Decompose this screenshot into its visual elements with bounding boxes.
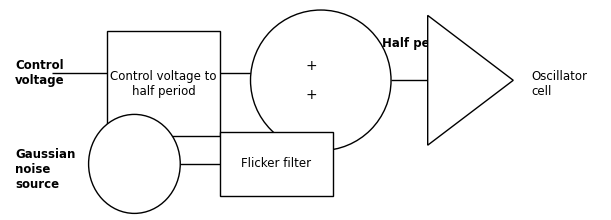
Ellipse shape (251, 10, 391, 150)
Bar (107, 31, 220, 136)
Text: Flicker filter: Flicker filter (241, 157, 312, 170)
Text: +: + (306, 88, 318, 102)
Bar (220, 132, 333, 196)
Text: Gaussian
noise
source: Gaussian noise source (15, 148, 76, 191)
Text: Control voltage to
half period: Control voltage to half period (110, 70, 217, 98)
Polygon shape (428, 15, 513, 145)
Text: Oscillator
cell: Oscillator cell (532, 70, 588, 98)
Text: +: + (306, 59, 318, 73)
Ellipse shape (89, 114, 180, 213)
Text: Half period: Half period (382, 37, 456, 51)
Text: Control
voltage: Control voltage (15, 59, 65, 87)
